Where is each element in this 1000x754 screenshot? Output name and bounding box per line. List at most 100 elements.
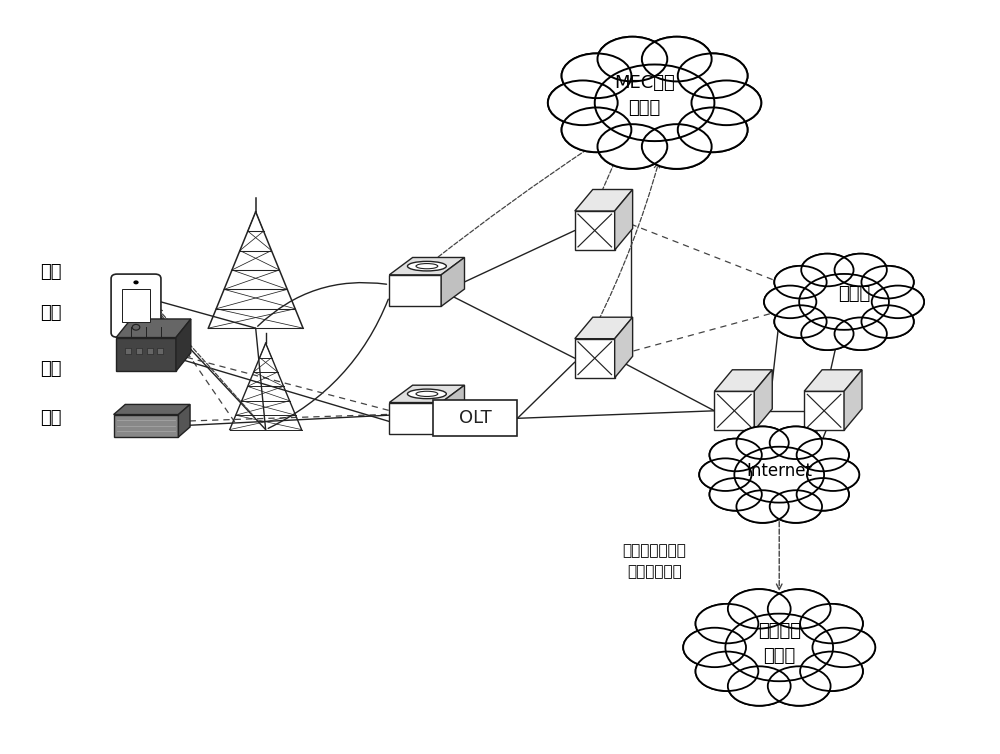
Ellipse shape xyxy=(683,628,746,667)
Ellipse shape xyxy=(710,439,761,470)
Ellipse shape xyxy=(643,125,711,168)
Ellipse shape xyxy=(679,54,747,97)
Ellipse shape xyxy=(775,306,826,337)
Ellipse shape xyxy=(835,317,887,350)
Ellipse shape xyxy=(797,439,848,470)
Ellipse shape xyxy=(774,266,827,299)
Ellipse shape xyxy=(729,667,790,705)
Polygon shape xyxy=(176,319,191,372)
Ellipse shape xyxy=(696,652,757,691)
Ellipse shape xyxy=(700,459,751,490)
Ellipse shape xyxy=(597,124,667,169)
Ellipse shape xyxy=(709,478,762,510)
Ellipse shape xyxy=(736,427,789,459)
Polygon shape xyxy=(178,404,190,437)
Ellipse shape xyxy=(407,389,446,399)
Ellipse shape xyxy=(562,108,631,152)
Ellipse shape xyxy=(768,589,831,629)
Ellipse shape xyxy=(734,446,824,503)
Ellipse shape xyxy=(801,652,862,691)
Ellipse shape xyxy=(770,490,822,523)
Ellipse shape xyxy=(710,479,761,510)
Ellipse shape xyxy=(835,253,887,287)
Ellipse shape xyxy=(728,589,791,629)
Polygon shape xyxy=(441,257,464,306)
Ellipse shape xyxy=(770,427,822,459)
Ellipse shape xyxy=(696,604,758,643)
Ellipse shape xyxy=(696,605,757,642)
Polygon shape xyxy=(804,369,862,391)
Ellipse shape xyxy=(800,604,863,643)
Text: 终端: 终端 xyxy=(40,304,62,322)
Polygon shape xyxy=(575,211,615,250)
Ellipse shape xyxy=(801,317,854,350)
Text: Internet: Internet xyxy=(746,462,812,480)
Ellipse shape xyxy=(729,590,790,628)
Ellipse shape xyxy=(549,81,617,124)
Bar xyxy=(433,400,517,437)
Bar xyxy=(125,348,131,354)
Ellipse shape xyxy=(801,274,888,329)
Ellipse shape xyxy=(765,286,816,317)
Ellipse shape xyxy=(642,124,712,169)
Polygon shape xyxy=(804,391,844,431)
Ellipse shape xyxy=(770,427,821,458)
Ellipse shape xyxy=(808,459,858,490)
Ellipse shape xyxy=(709,439,762,471)
Polygon shape xyxy=(114,415,178,437)
Ellipse shape xyxy=(416,391,438,397)
Ellipse shape xyxy=(737,427,788,458)
Ellipse shape xyxy=(597,37,667,81)
Ellipse shape xyxy=(768,667,831,706)
Ellipse shape xyxy=(862,266,913,298)
Polygon shape xyxy=(389,257,464,275)
Ellipse shape xyxy=(684,628,745,667)
Ellipse shape xyxy=(595,65,714,141)
Ellipse shape xyxy=(643,38,711,81)
Text: MEC云游
戏应用: MEC云游 戏应用 xyxy=(614,74,675,117)
Ellipse shape xyxy=(599,125,666,168)
Polygon shape xyxy=(116,338,176,372)
Bar xyxy=(136,348,142,354)
Ellipse shape xyxy=(770,491,821,523)
Text: 城域网: 城域网 xyxy=(838,285,870,303)
Ellipse shape xyxy=(812,628,875,667)
Ellipse shape xyxy=(797,479,848,510)
Polygon shape xyxy=(714,369,772,391)
Ellipse shape xyxy=(802,254,853,286)
Polygon shape xyxy=(389,403,441,434)
Ellipse shape xyxy=(597,66,713,140)
Ellipse shape xyxy=(725,614,833,682)
Ellipse shape xyxy=(807,458,859,491)
Ellipse shape xyxy=(736,490,789,523)
Ellipse shape xyxy=(678,108,748,152)
Ellipse shape xyxy=(696,651,758,691)
Ellipse shape xyxy=(727,615,831,680)
Polygon shape xyxy=(114,404,190,415)
Bar xyxy=(157,348,163,354)
Polygon shape xyxy=(615,189,633,250)
Polygon shape xyxy=(575,189,633,211)
Polygon shape xyxy=(389,275,441,306)
Ellipse shape xyxy=(562,54,631,98)
Text: 核心云游
戏应用: 核心云游 戏应用 xyxy=(758,622,801,665)
Text: 固网: 固网 xyxy=(40,360,62,379)
Ellipse shape xyxy=(548,81,618,125)
Text: 终端: 终端 xyxy=(40,409,62,428)
Ellipse shape xyxy=(699,458,752,491)
Text: OLT: OLT xyxy=(459,409,491,428)
Polygon shape xyxy=(441,385,464,434)
Ellipse shape xyxy=(728,667,791,706)
Ellipse shape xyxy=(563,54,630,97)
Ellipse shape xyxy=(775,266,826,298)
Ellipse shape xyxy=(862,306,913,337)
Ellipse shape xyxy=(802,318,853,350)
Circle shape xyxy=(133,280,139,284)
Ellipse shape xyxy=(769,590,830,628)
Text: 游戏云端信息交
互和测量控制: 游戏云端信息交 互和测量控制 xyxy=(623,543,687,579)
Polygon shape xyxy=(575,339,615,378)
Ellipse shape xyxy=(872,286,924,318)
Text: 移网: 移网 xyxy=(40,263,62,280)
Polygon shape xyxy=(844,369,862,431)
Polygon shape xyxy=(575,317,633,339)
